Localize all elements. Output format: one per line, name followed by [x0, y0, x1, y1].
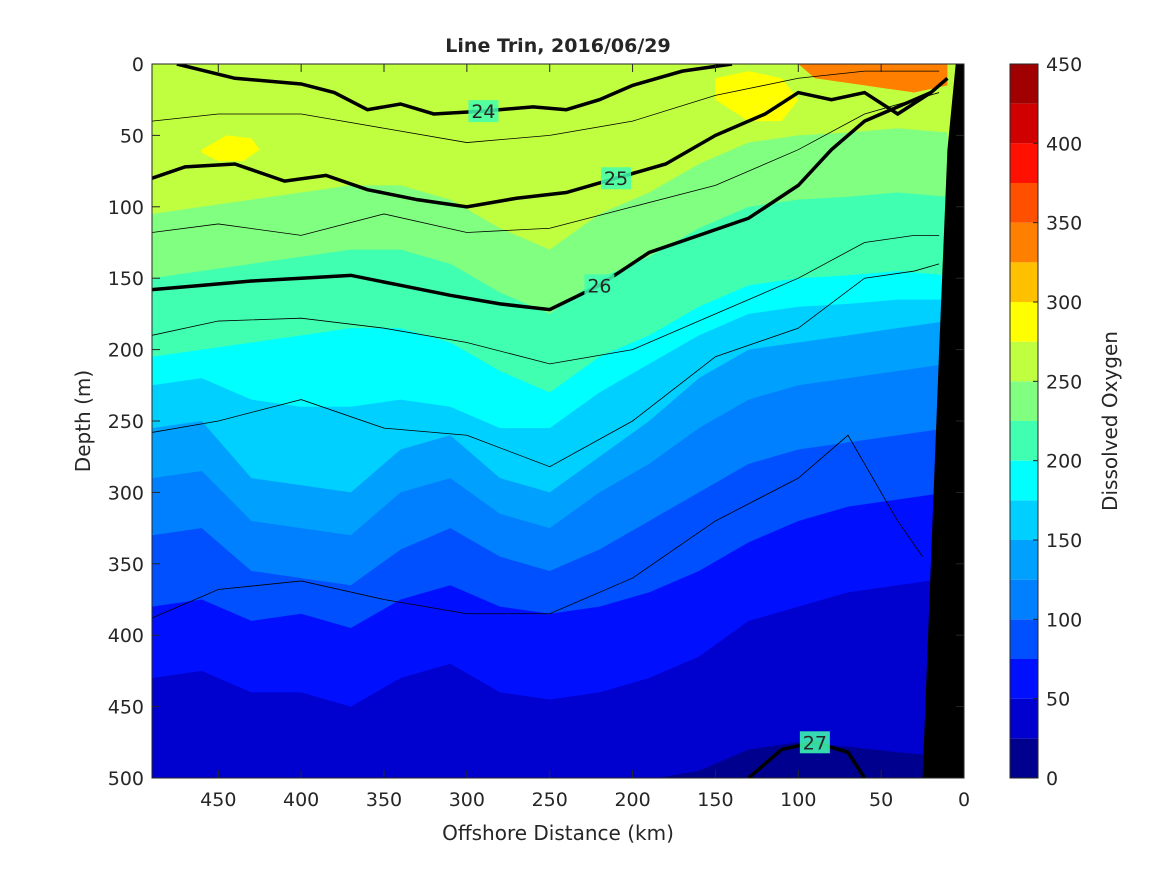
density-contour-thin — [152, 92, 940, 236]
y-tick-label: 300 — [108, 482, 144, 504]
x-tick-label: 50 — [869, 789, 893, 811]
contour-label-bg — [601, 167, 631, 190]
y-tick-label: 350 — [108, 554, 144, 576]
x-tick-label: 250 — [532, 789, 568, 811]
y-tick-label: 50 — [120, 125, 144, 147]
x-axis-label: Offshore Distance (km) — [442, 821, 674, 845]
x-axis: 450 400 350 300 250 200 150 100 50 0 — [200, 64, 970, 811]
colorbar-tick-label: 0 — [1046, 768, 1058, 790]
oxygen-patch — [715, 71, 799, 122]
colorbar-swatch — [1010, 381, 1038, 421]
plot-area: 24 25 26 27 — [152, 64, 964, 778]
colorbar-label: Dissolved Oxygen — [1098, 331, 1122, 511]
y-tick-label: 400 — [108, 625, 144, 647]
colorbar-swatch — [1010, 143, 1038, 183]
y-tick-label: 500 — [108, 768, 144, 790]
colorbar-swatch — [1010, 619, 1038, 659]
colorbar-tick-label: 50 — [1046, 689, 1070, 711]
x-tick-label: 300 — [449, 789, 485, 811]
x-tick-label: 350 — [366, 789, 402, 811]
contour-label: 26 — [587, 275, 611, 297]
x-tick-label: 200 — [614, 789, 650, 811]
colorbar-swatch — [1010, 262, 1038, 302]
y-tick-label: 250 — [108, 411, 144, 433]
colorbar-swatch — [1010, 579, 1038, 620]
density-contour-thin — [152, 234, 940, 365]
colorbar-swatch — [1010, 64, 1038, 104]
y-axis-label: Depth (m) — [71, 370, 95, 472]
contour-label-bg — [799, 731, 830, 754]
oxygen-band — [152, 578, 948, 778]
contour-label-bg — [468, 100, 499, 123]
colorbar-swatch — [1010, 341, 1038, 382]
chart-title: Line Trin, 2016/06/29 — [445, 35, 670, 57]
colorbar: 0 50 100 150 200 250 300 350 400 450 — [1009, 54, 1082, 790]
x-tick-label: 0 — [958, 789, 970, 811]
colorbar-tick-label: 100 — [1046, 609, 1082, 631]
contour-label-bg — [584, 274, 615, 297]
colorbar-tick-label: 150 — [1046, 530, 1082, 552]
colorbar-swatch — [1010, 222, 1038, 263]
y-axis: 0 50 100 150 200 250 300 350 400 450 500 — [108, 54, 964, 790]
x-tick-label: 100 — [780, 789, 816, 811]
y-tick-label: 200 — [108, 340, 144, 362]
x-tick-label: 450 — [200, 789, 236, 811]
colorbar-tick-label: 350 — [1046, 213, 1082, 235]
colorbar-swatch — [1010, 103, 1038, 144]
colorbar-swatch — [1010, 183, 1038, 223]
colorbar-tick-label: 200 — [1046, 451, 1082, 473]
density-contour-thin — [152, 434, 923, 619]
colorbar-swatch — [1010, 698, 1038, 739]
density-contour — [176, 64, 733, 116]
colorbar-swatch — [1010, 540, 1038, 580]
colorbar-swatch — [1010, 738, 1038, 778]
density-contour-thin — [152, 70, 940, 143]
y-tick-label: 100 — [108, 197, 144, 219]
contour-label: 27 — [803, 732, 827, 754]
contour-label: 24 — [471, 101, 495, 123]
y-tick-label: 450 — [108, 697, 144, 719]
colorbar-swatch — [1010, 659, 1038, 699]
colorbar-frame — [1009, 63, 1039, 779]
colorbar-swatch — [1010, 460, 1038, 501]
oxygen-patch — [201, 135, 260, 162]
colorbar-swatch — [1010, 500, 1038, 540]
density-contour — [152, 76, 949, 209]
density-contour — [152, 90, 932, 312]
oxygen-band — [152, 742, 948, 778]
x-tick-label: 400 — [283, 789, 319, 811]
seafloor-bathymetry — [922, 64, 964, 778]
density-contour-thin — [152, 263, 940, 468]
y-tick-label: 150 — [108, 268, 144, 290]
colorbar-tick-label: 250 — [1046, 371, 1082, 393]
colorbar-tick-label: 300 — [1046, 292, 1082, 314]
y-tick-label: 0 — [132, 54, 144, 76]
colorbar-swatch — [1010, 302, 1038, 342]
x-tick-label: 150 — [697, 789, 733, 811]
colorbar-swatch — [1010, 421, 1038, 461]
contour-label: 25 — [604, 168, 628, 190]
colorbar-tick-label: 450 — [1046, 54, 1082, 76]
colorbar-tick-label: 400 — [1046, 133, 1082, 155]
